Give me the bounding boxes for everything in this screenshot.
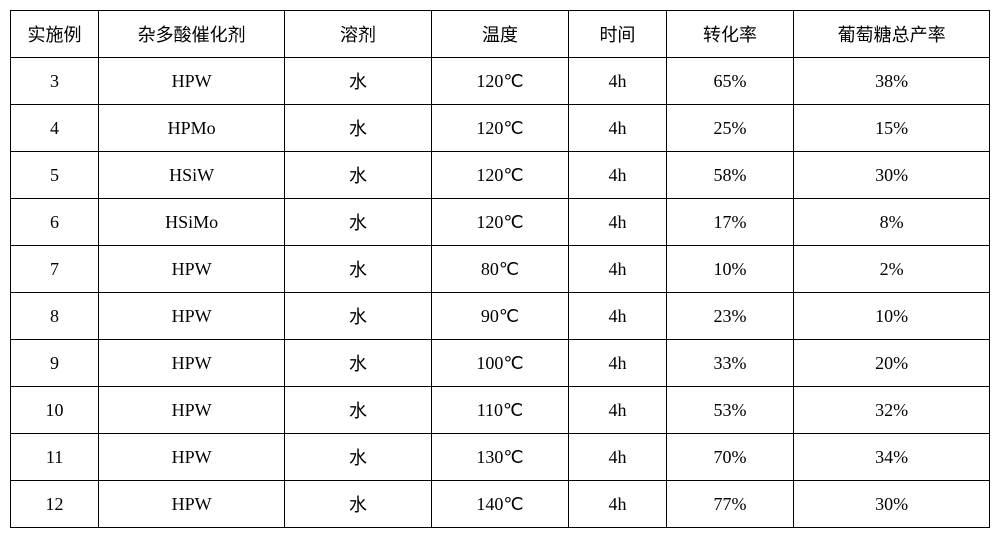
table-cell: 34% [794, 434, 990, 481]
table-cell: 20% [794, 340, 990, 387]
table-cell: 水 [285, 340, 432, 387]
table-cell: HPW [99, 246, 285, 293]
table-cell: 8 [11, 293, 99, 340]
table-cell: 4h [569, 481, 667, 528]
table-cell: HSiW [99, 152, 285, 199]
table-cell: 30% [794, 152, 990, 199]
table-cell: 7 [11, 246, 99, 293]
table-cell: 100℃ [431, 340, 568, 387]
table-cell: 4h [569, 387, 667, 434]
table-cell: 77% [666, 481, 793, 528]
table-container: 实施例 杂多酸催化剂 溶剂 温度 时间 转化率 葡萄糖总产率 3 HPW 水 1… [10, 10, 990, 528]
table-cell: 53% [666, 387, 793, 434]
table-cell: 4 [11, 105, 99, 152]
table-row: 12 HPW 水 140℃ 4h 77% 30% [11, 481, 990, 528]
table-cell: 水 [285, 246, 432, 293]
table-row: 3 HPW 水 120℃ 4h 65% 38% [11, 58, 990, 105]
table-cell: 120℃ [431, 199, 568, 246]
table-cell: 65% [666, 58, 793, 105]
table-cell: 水 [285, 293, 432, 340]
table-row: 7 HPW 水 80℃ 4h 10% 2% [11, 246, 990, 293]
table-cell: 水 [285, 105, 432, 152]
table-cell: 11 [11, 434, 99, 481]
table-cell: 3 [11, 58, 99, 105]
table-row: 5 HSiW 水 120℃ 4h 58% 30% [11, 152, 990, 199]
table-cell: 10 [11, 387, 99, 434]
table-cell: HSiMo [99, 199, 285, 246]
table-row: 6 HSiMo 水 120℃ 4h 17% 8% [11, 199, 990, 246]
table-cell: 10% [666, 246, 793, 293]
header-cell: 时间 [569, 11, 667, 58]
table-cell: 水 [285, 152, 432, 199]
header-cell: 溶剂 [285, 11, 432, 58]
table-cell: 4h [569, 152, 667, 199]
table-cell: 130℃ [431, 434, 568, 481]
table-cell: 90℃ [431, 293, 568, 340]
table-cell: 17% [666, 199, 793, 246]
table-cell: 6 [11, 199, 99, 246]
table-cell: 32% [794, 387, 990, 434]
table-cell: HPW [99, 58, 285, 105]
table-cell: 4h [569, 199, 667, 246]
table-row: 8 HPW 水 90℃ 4h 23% 10% [11, 293, 990, 340]
table-cell: HPW [99, 293, 285, 340]
header-cell: 葡萄糖总产率 [794, 11, 990, 58]
header-cell: 实施例 [11, 11, 99, 58]
table-cell: 4h [569, 105, 667, 152]
table-row: 11 HPW 水 130℃ 4h 70% 34% [11, 434, 990, 481]
table-cell: 水 [285, 58, 432, 105]
data-table: 实施例 杂多酸催化剂 溶剂 温度 时间 转化率 葡萄糖总产率 3 HPW 水 1… [10, 10, 990, 528]
table-cell: 15% [794, 105, 990, 152]
table-cell: 水 [285, 387, 432, 434]
table-cell: 33% [666, 340, 793, 387]
table-cell: 140℃ [431, 481, 568, 528]
table-body: 3 HPW 水 120℃ 4h 65% 38% 4 HPMo 水 120℃ 4h… [11, 58, 990, 528]
table-cell: HPW [99, 387, 285, 434]
table-cell: 2% [794, 246, 990, 293]
table-cell: 4h [569, 340, 667, 387]
header-cell: 温度 [431, 11, 568, 58]
table-cell: 水 [285, 199, 432, 246]
table-cell: 4h [569, 246, 667, 293]
table-row: 9 HPW 水 100℃ 4h 33% 20% [11, 340, 990, 387]
table-cell: 30% [794, 481, 990, 528]
table-header: 实施例 杂多酸催化剂 溶剂 温度 时间 转化率 葡萄糖总产率 [11, 11, 990, 58]
table-cell: 38% [794, 58, 990, 105]
table-cell: 4h [569, 434, 667, 481]
table-cell: 80℃ [431, 246, 568, 293]
table-cell: HPW [99, 481, 285, 528]
table-cell: 25% [666, 105, 793, 152]
table-cell: 120℃ [431, 105, 568, 152]
table-cell: 120℃ [431, 152, 568, 199]
table-cell: HPMo [99, 105, 285, 152]
table-cell: 5 [11, 152, 99, 199]
table-cell: 8% [794, 199, 990, 246]
table-cell: 水 [285, 434, 432, 481]
table-cell: 70% [666, 434, 793, 481]
table-row: 4 HPMo 水 120℃ 4h 25% 15% [11, 105, 990, 152]
header-row: 实施例 杂多酸催化剂 溶剂 温度 时间 转化率 葡萄糖总产率 [11, 11, 990, 58]
header-cell: 杂多酸催化剂 [99, 11, 285, 58]
table-cell: 58% [666, 152, 793, 199]
table-cell: 12 [11, 481, 99, 528]
table-cell: 120℃ [431, 58, 568, 105]
table-row: 10 HPW 水 110℃ 4h 53% 32% [11, 387, 990, 434]
table-cell: 9 [11, 340, 99, 387]
table-cell: 水 [285, 481, 432, 528]
table-cell: 4h [569, 293, 667, 340]
table-cell: 23% [666, 293, 793, 340]
table-cell: HPW [99, 434, 285, 481]
table-cell: 4h [569, 58, 667, 105]
table-cell: 10% [794, 293, 990, 340]
table-cell: 110℃ [431, 387, 568, 434]
header-cell: 转化率 [666, 11, 793, 58]
table-cell: HPW [99, 340, 285, 387]
